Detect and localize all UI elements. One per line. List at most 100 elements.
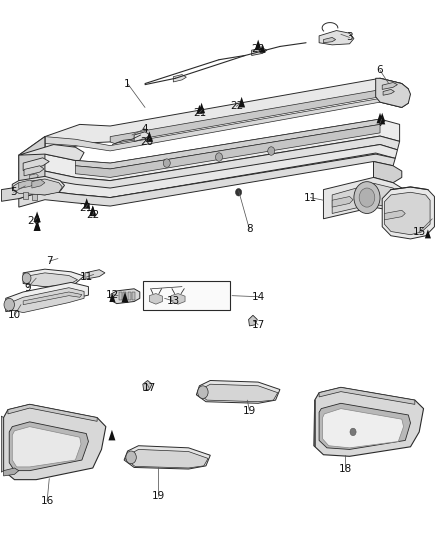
Polygon shape [127, 292, 131, 301]
Polygon shape [19, 119, 399, 181]
Text: 20: 20 [251, 44, 265, 54]
Polygon shape [19, 144, 84, 160]
Circle shape [4, 298, 14, 311]
Polygon shape [30, 174, 39, 180]
Polygon shape [376, 78, 410, 108]
Polygon shape [19, 154, 395, 207]
Text: 11: 11 [80, 272, 93, 282]
Polygon shape [8, 288, 84, 313]
Polygon shape [379, 113, 385, 122]
Polygon shape [19, 136, 399, 190]
Polygon shape [34, 220, 41, 231]
Polygon shape [35, 214, 41, 222]
Polygon shape [75, 154, 376, 202]
Polygon shape [35, 221, 41, 230]
Text: 21: 21 [193, 108, 206, 118]
Polygon shape [19, 180, 37, 189]
Polygon shape [121, 292, 128, 303]
Polygon shape [378, 78, 408, 108]
Circle shape [354, 182, 380, 214]
Text: 6: 6 [377, 66, 383, 75]
Polygon shape [254, 39, 261, 50]
Text: 17: 17 [251, 320, 265, 330]
Text: 7: 7 [46, 256, 53, 266]
Polygon shape [314, 387, 424, 456]
Text: 16: 16 [40, 496, 54, 506]
Polygon shape [119, 292, 122, 301]
Circle shape [198, 386, 208, 399]
Polygon shape [143, 381, 152, 391]
Text: 11: 11 [304, 192, 317, 203]
Polygon shape [19, 144, 397, 199]
Polygon shape [322, 409, 403, 448]
Text: 22: 22 [86, 210, 99, 220]
Polygon shape [4, 405, 106, 480]
Polygon shape [4, 468, 19, 476]
Polygon shape [19, 136, 45, 184]
Polygon shape [319, 30, 354, 45]
Polygon shape [23, 269, 84, 287]
Polygon shape [45, 99, 402, 151]
Polygon shape [382, 83, 397, 90]
Polygon shape [34, 212, 41, 222]
Text: 15: 15 [413, 227, 426, 237]
Polygon shape [8, 405, 97, 421]
Polygon shape [377, 113, 384, 123]
Circle shape [163, 159, 170, 167]
Polygon shape [9, 422, 88, 471]
Polygon shape [45, 78, 402, 154]
FancyBboxPatch shape [143, 281, 230, 310]
Polygon shape [382, 187, 434, 239]
Circle shape [215, 153, 223, 161]
Text: 8: 8 [246, 224, 253, 235]
Polygon shape [75, 119, 380, 169]
Polygon shape [12, 176, 64, 195]
Text: 7: 7 [377, 118, 383, 128]
Text: 4: 4 [142, 124, 148, 134]
Polygon shape [28, 273, 78, 287]
Polygon shape [83, 198, 90, 209]
Polygon shape [23, 158, 49, 171]
Polygon shape [259, 44, 265, 53]
Circle shape [22, 273, 31, 284]
Polygon shape [1, 416, 4, 472]
Polygon shape [1, 179, 45, 201]
Polygon shape [379, 115, 385, 124]
Polygon shape [75, 124, 380, 177]
Polygon shape [374, 161, 402, 183]
Polygon shape [199, 384, 278, 402]
Polygon shape [23, 192, 28, 199]
Circle shape [268, 147, 275, 155]
Text: 18: 18 [339, 464, 352, 474]
Polygon shape [32, 194, 37, 200]
Polygon shape [90, 206, 96, 215]
Polygon shape [12, 426, 81, 467]
Polygon shape [6, 282, 88, 312]
Polygon shape [32, 180, 45, 188]
Text: 5: 5 [10, 187, 17, 197]
Polygon shape [252, 48, 267, 55]
Text: 13: 13 [167, 296, 180, 306]
Text: 17: 17 [143, 383, 156, 393]
Text: 22: 22 [230, 101, 243, 111]
Polygon shape [385, 192, 430, 235]
Text: 21: 21 [79, 203, 92, 213]
Text: 10: 10 [8, 310, 21, 320]
Polygon shape [125, 449, 208, 468]
Polygon shape [171, 294, 185, 304]
Polygon shape [323, 37, 336, 43]
Polygon shape [109, 430, 116, 440]
Polygon shape [110, 293, 116, 302]
Polygon shape [111, 289, 140, 304]
Polygon shape [123, 292, 126, 301]
Text: 20: 20 [28, 216, 41, 227]
Circle shape [359, 188, 375, 207]
Text: 3: 3 [346, 33, 353, 43]
Polygon shape [132, 292, 135, 301]
Text: 9: 9 [24, 282, 31, 293]
Polygon shape [323, 177, 402, 219]
Polygon shape [149, 294, 162, 304]
Text: 19: 19 [152, 490, 165, 500]
Polygon shape [14, 179, 62, 195]
Polygon shape [319, 387, 415, 405]
